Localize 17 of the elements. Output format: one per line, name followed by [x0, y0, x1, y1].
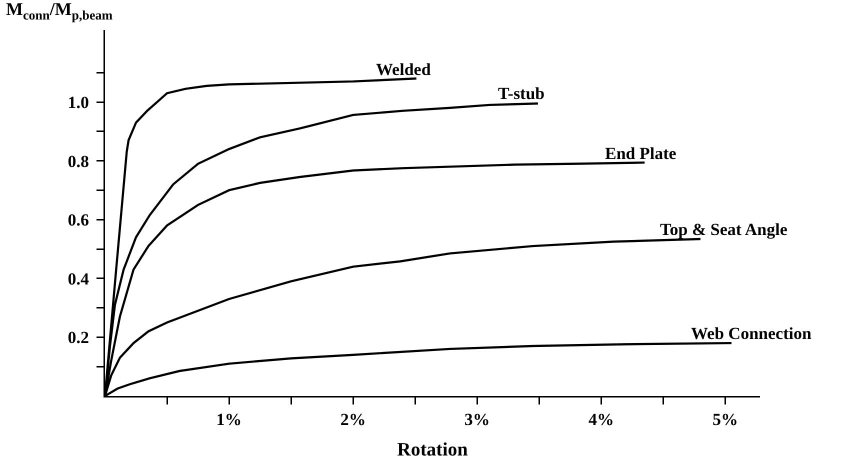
x-tick-label: 2% — [340, 410, 366, 429]
y-tick-label: 0.8 — [68, 152, 89, 171]
x-tick-label: 4% — [588, 410, 614, 429]
series-label: T-stub — [498, 84, 545, 103]
x-tick-label: 1% — [216, 410, 242, 429]
series-label: End Plate — [605, 144, 677, 163]
x-axis-title: Rotation — [397, 440, 468, 460]
y-tick-label: 1.0 — [68, 92, 89, 112]
series-label: Web Connection — [691, 324, 812, 343]
y-tick-label: 0.2 — [68, 328, 89, 348]
x-tick-label: 3% — [464, 410, 490, 429]
x-tick-label: 5% — [712, 410, 738, 429]
y-axis-title: M$_{conn}$/M$_{p,beam}$ — [6, 0, 113, 23]
y-tick-label: 0.6 — [68, 210, 89, 230]
y-tick-label: 0.4 — [68, 269, 90, 288]
series-label: Top & Seat Angle — [660, 220, 788, 239]
series-label: Welded — [376, 60, 432, 79]
